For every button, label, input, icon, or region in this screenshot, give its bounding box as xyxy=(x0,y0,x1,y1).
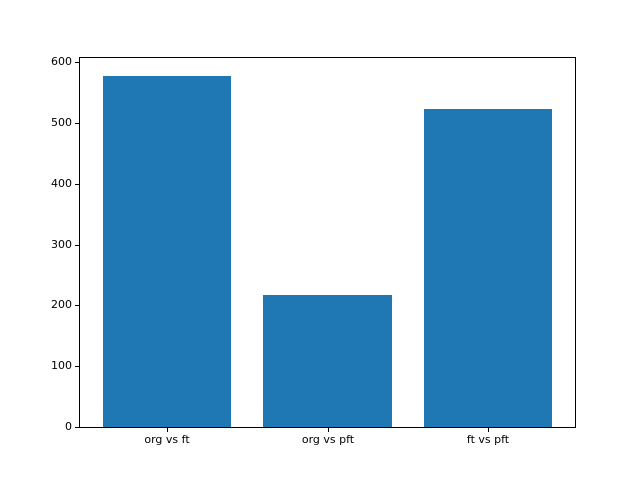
x-tick-label: org vs ft xyxy=(144,433,190,446)
y-tick-label: 500 xyxy=(51,116,72,129)
y-tick-mark xyxy=(75,62,79,63)
y-tick-mark xyxy=(75,245,79,246)
bar-org-vs-pft xyxy=(263,295,392,427)
x-tick-mark xyxy=(328,428,329,432)
y-tick-label: 600 xyxy=(51,55,72,68)
y-tick-mark xyxy=(75,366,79,367)
y-tick-label: 300 xyxy=(51,238,72,251)
y-tick-mark xyxy=(75,427,79,428)
x-tick-label: ft vs pft xyxy=(466,433,510,446)
y-tick-label: 100 xyxy=(51,359,72,372)
y-tick-label: 0 xyxy=(65,420,72,433)
x-tick-label: org vs pft xyxy=(301,433,355,446)
x-tick-mark xyxy=(167,428,168,432)
y-tick-mark xyxy=(75,184,79,185)
axes xyxy=(79,57,576,428)
x-tick-mark xyxy=(488,428,489,432)
y-tick-mark xyxy=(75,123,79,124)
bar-ft-vs-pft xyxy=(423,109,553,427)
y-tick-mark xyxy=(75,305,79,306)
bar-org-vs-ft xyxy=(102,75,232,427)
y-tick-label: 200 xyxy=(51,298,72,311)
y-tick-label: 400 xyxy=(51,177,72,190)
